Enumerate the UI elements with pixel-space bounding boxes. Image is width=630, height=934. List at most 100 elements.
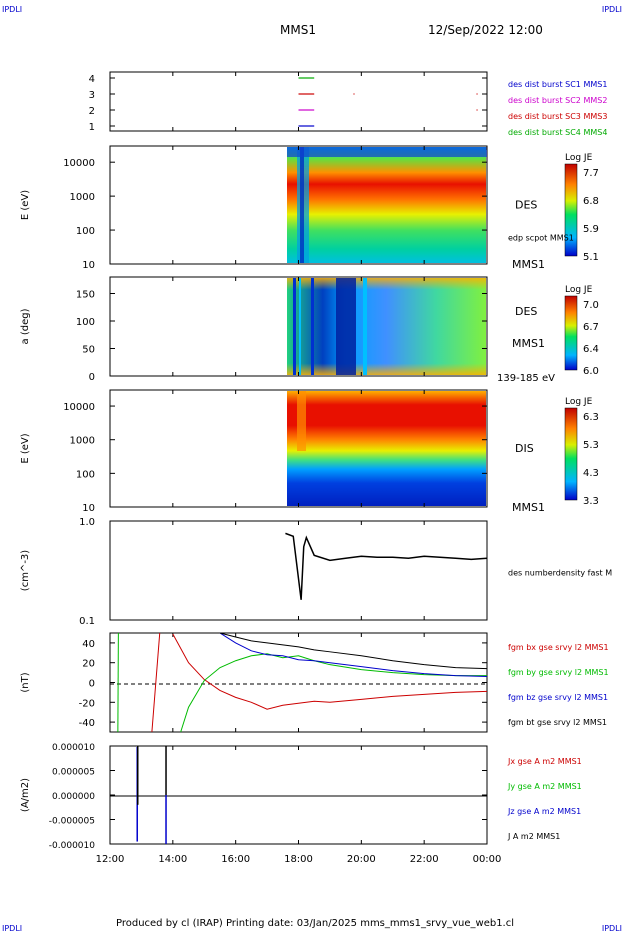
colorbar-tick-label: 6.0 [583, 366, 599, 377]
y-tick-label: -40 [79, 718, 95, 729]
datetime-title: 12/Sep/2022 12:00 [428, 23, 543, 37]
colorbar-tick-label: 6.7 [583, 322, 599, 333]
bfield-early-segment [151, 632, 161, 733]
bfield-series-line [219, 632, 488, 670]
y-tick-label: 3 [89, 90, 95, 101]
colorbar-title: Log JE [565, 285, 593, 295]
panel-spacecraft-label: MMS1 [512, 258, 545, 271]
availability-legend-entry: des dist burst SC2 MMS2 [508, 96, 607, 105]
panel-instrument-label: DIS [515, 442, 534, 455]
y-tick-label: 20 [82, 659, 95, 670]
colorbar-tick-label: 5.1 [583, 252, 599, 263]
availability-legend-entry: des dist burst SC4 MMS4 [508, 128, 607, 137]
current-series-label: Jy gse A m2 MMS1 [507, 782, 582, 791]
y-axis-label: (A/m2) [20, 778, 31, 812]
density-series-label: des numberdensity fast M [508, 568, 612, 577]
corner-label-tl: IPDLI [2, 5, 23, 14]
y-tick-label: 0.1 [79, 616, 95, 627]
y-tick-label: 40 [82, 639, 95, 650]
y-tick-label: 10 [82, 503, 95, 514]
colorbar-tick-label: 7.7 [583, 168, 599, 179]
colorbar-tick-label: 7.0 [583, 300, 599, 311]
x-tick-label: 22:00 [410, 854, 439, 865]
y-tick-label: 100 [76, 226, 95, 237]
y-tick-label: 0 [89, 372, 95, 383]
x-tick-label: 18:00 [284, 854, 313, 865]
y-tick-label: 1 [89, 122, 95, 133]
colorbar-tick-label: 6.8 [583, 196, 599, 207]
bfield-series-line [180, 653, 487, 733]
dis-energy-spectrogram [287, 391, 486, 506]
panel-instrument-label: DES [515, 199, 537, 212]
availability-panel [109, 71, 488, 132]
figure-canvas: 12:00 14:00 16:00 18:00 20:00 22:00 00:00 4 3 2 1 d… [20, 71, 612, 865]
energy-range-label: 139-185 eV [497, 373, 555, 384]
y-axis-label: a (deg) [20, 308, 31, 344]
x-tick-label: 20:00 [347, 854, 376, 865]
colorbar-tick-label: 5.9 [583, 224, 599, 235]
des-pitch-colorbar [564, 295, 578, 371]
availability-legend-entry: des dist burst SC3 MMS3 [508, 112, 607, 121]
bfield-series-label: fgm by gse srvy l2 MMS1 [508, 668, 609, 677]
y-tick-label: 100 [76, 469, 95, 480]
x-tick-label: 14:00 [158, 854, 187, 865]
y-tick-label: 0.000010 [52, 743, 95, 753]
colorbar-tick-label: 5.3 [583, 440, 599, 451]
corner-label-tr: IPDLI [601, 5, 622, 14]
bfield-series-label: fgm bx gse srvy l2 MMS1 [508, 643, 609, 652]
y-tick-label: -0.000010 [49, 841, 95, 851]
bfield-series-line [172, 633, 488, 710]
bfield-early-segment [117, 632, 119, 733]
y-tick-label: 0 [89, 679, 95, 690]
y-tick-label: 10 [82, 260, 95, 271]
bfield-panel [109, 632, 488, 733]
x-tick-label: 00:00 [473, 854, 502, 865]
des-pitch-spectrogram [287, 278, 486, 375]
panel-instrument-label: DES [515, 305, 537, 318]
corner-label-br: IPDLI [601, 924, 622, 933]
y-tick-label: 0.000000 [52, 792, 95, 802]
y-axis-label: E (eV) [20, 190, 31, 220]
y-tick-label: 0.000005 [52, 768, 95, 778]
y-tick-label: 100 [76, 317, 95, 328]
des-energy-colorbar [564, 163, 578, 257]
y-axis-label: E (eV) [20, 433, 31, 463]
y-tick-label: 2 [89, 106, 95, 117]
spacecraft-title: MMS1 [280, 23, 316, 37]
density-panel [109, 520, 488, 621]
y-tick-label: 1000 [70, 192, 95, 203]
y-tick-label: -20 [79, 698, 95, 709]
colorbar-title: Log JE [565, 153, 593, 163]
panel-spacecraft-label: MMS1 [512, 501, 545, 514]
footer-credits: Produced by cl (IRAP) Printing date: 03/… [115, 918, 515, 929]
dis-energy-colorbar [564, 407, 578, 501]
y-tick-label: -0.000005 [49, 817, 95, 827]
x-tick-label: 12:00 [96, 854, 125, 865]
y-axis-label: (nT) [20, 672, 31, 692]
colorbar-title: Log JE [565, 397, 593, 407]
y-tick-label: 4 [89, 74, 95, 85]
corner-label-bl: IPDLI [2, 924, 23, 933]
colorbar-tick-label: 3.3 [583, 496, 599, 507]
colorbar-tick-label: 6.3 [583, 412, 599, 423]
y-tick-label: 150 [76, 290, 95, 301]
bfield-series-label: fgm bt gse srvy l2 MMS1 [508, 718, 607, 727]
colorbar-tick-label: 6.4 [583, 344, 599, 355]
panel-spacecraft-label: MMS1 [512, 337, 545, 350]
bfield-series-line [219, 632, 488, 678]
y-axis-label: (cm^-3) [20, 550, 31, 591]
bfield-series-label: fgm bz gse srvy l2 MMS1 [508, 693, 608, 702]
des-energy-spectrogram [287, 147, 487, 263]
y-tick-label: 1.0 [79, 517, 95, 528]
availability-legend-entry: des dist burst SC1 MMS1 [508, 80, 607, 89]
x-tick-label: 16:00 [221, 854, 250, 865]
overlay-label: edp scpot MMS1 [508, 233, 574, 242]
current-series-label: Jz gse A m2 MMS1 [507, 807, 581, 816]
y-tick-label: 10000 [63, 158, 95, 169]
current-series-label: Jx gse A m2 MMS1 [507, 757, 582, 766]
y-tick-label: 1000 [70, 436, 95, 447]
colorbar-tick-label: 4.3 [583, 468, 599, 479]
y-tick-label: 10000 [63, 402, 95, 413]
current-series-label: J A m2 MMS1 [507, 832, 560, 841]
y-tick-label: 50 [82, 345, 95, 356]
